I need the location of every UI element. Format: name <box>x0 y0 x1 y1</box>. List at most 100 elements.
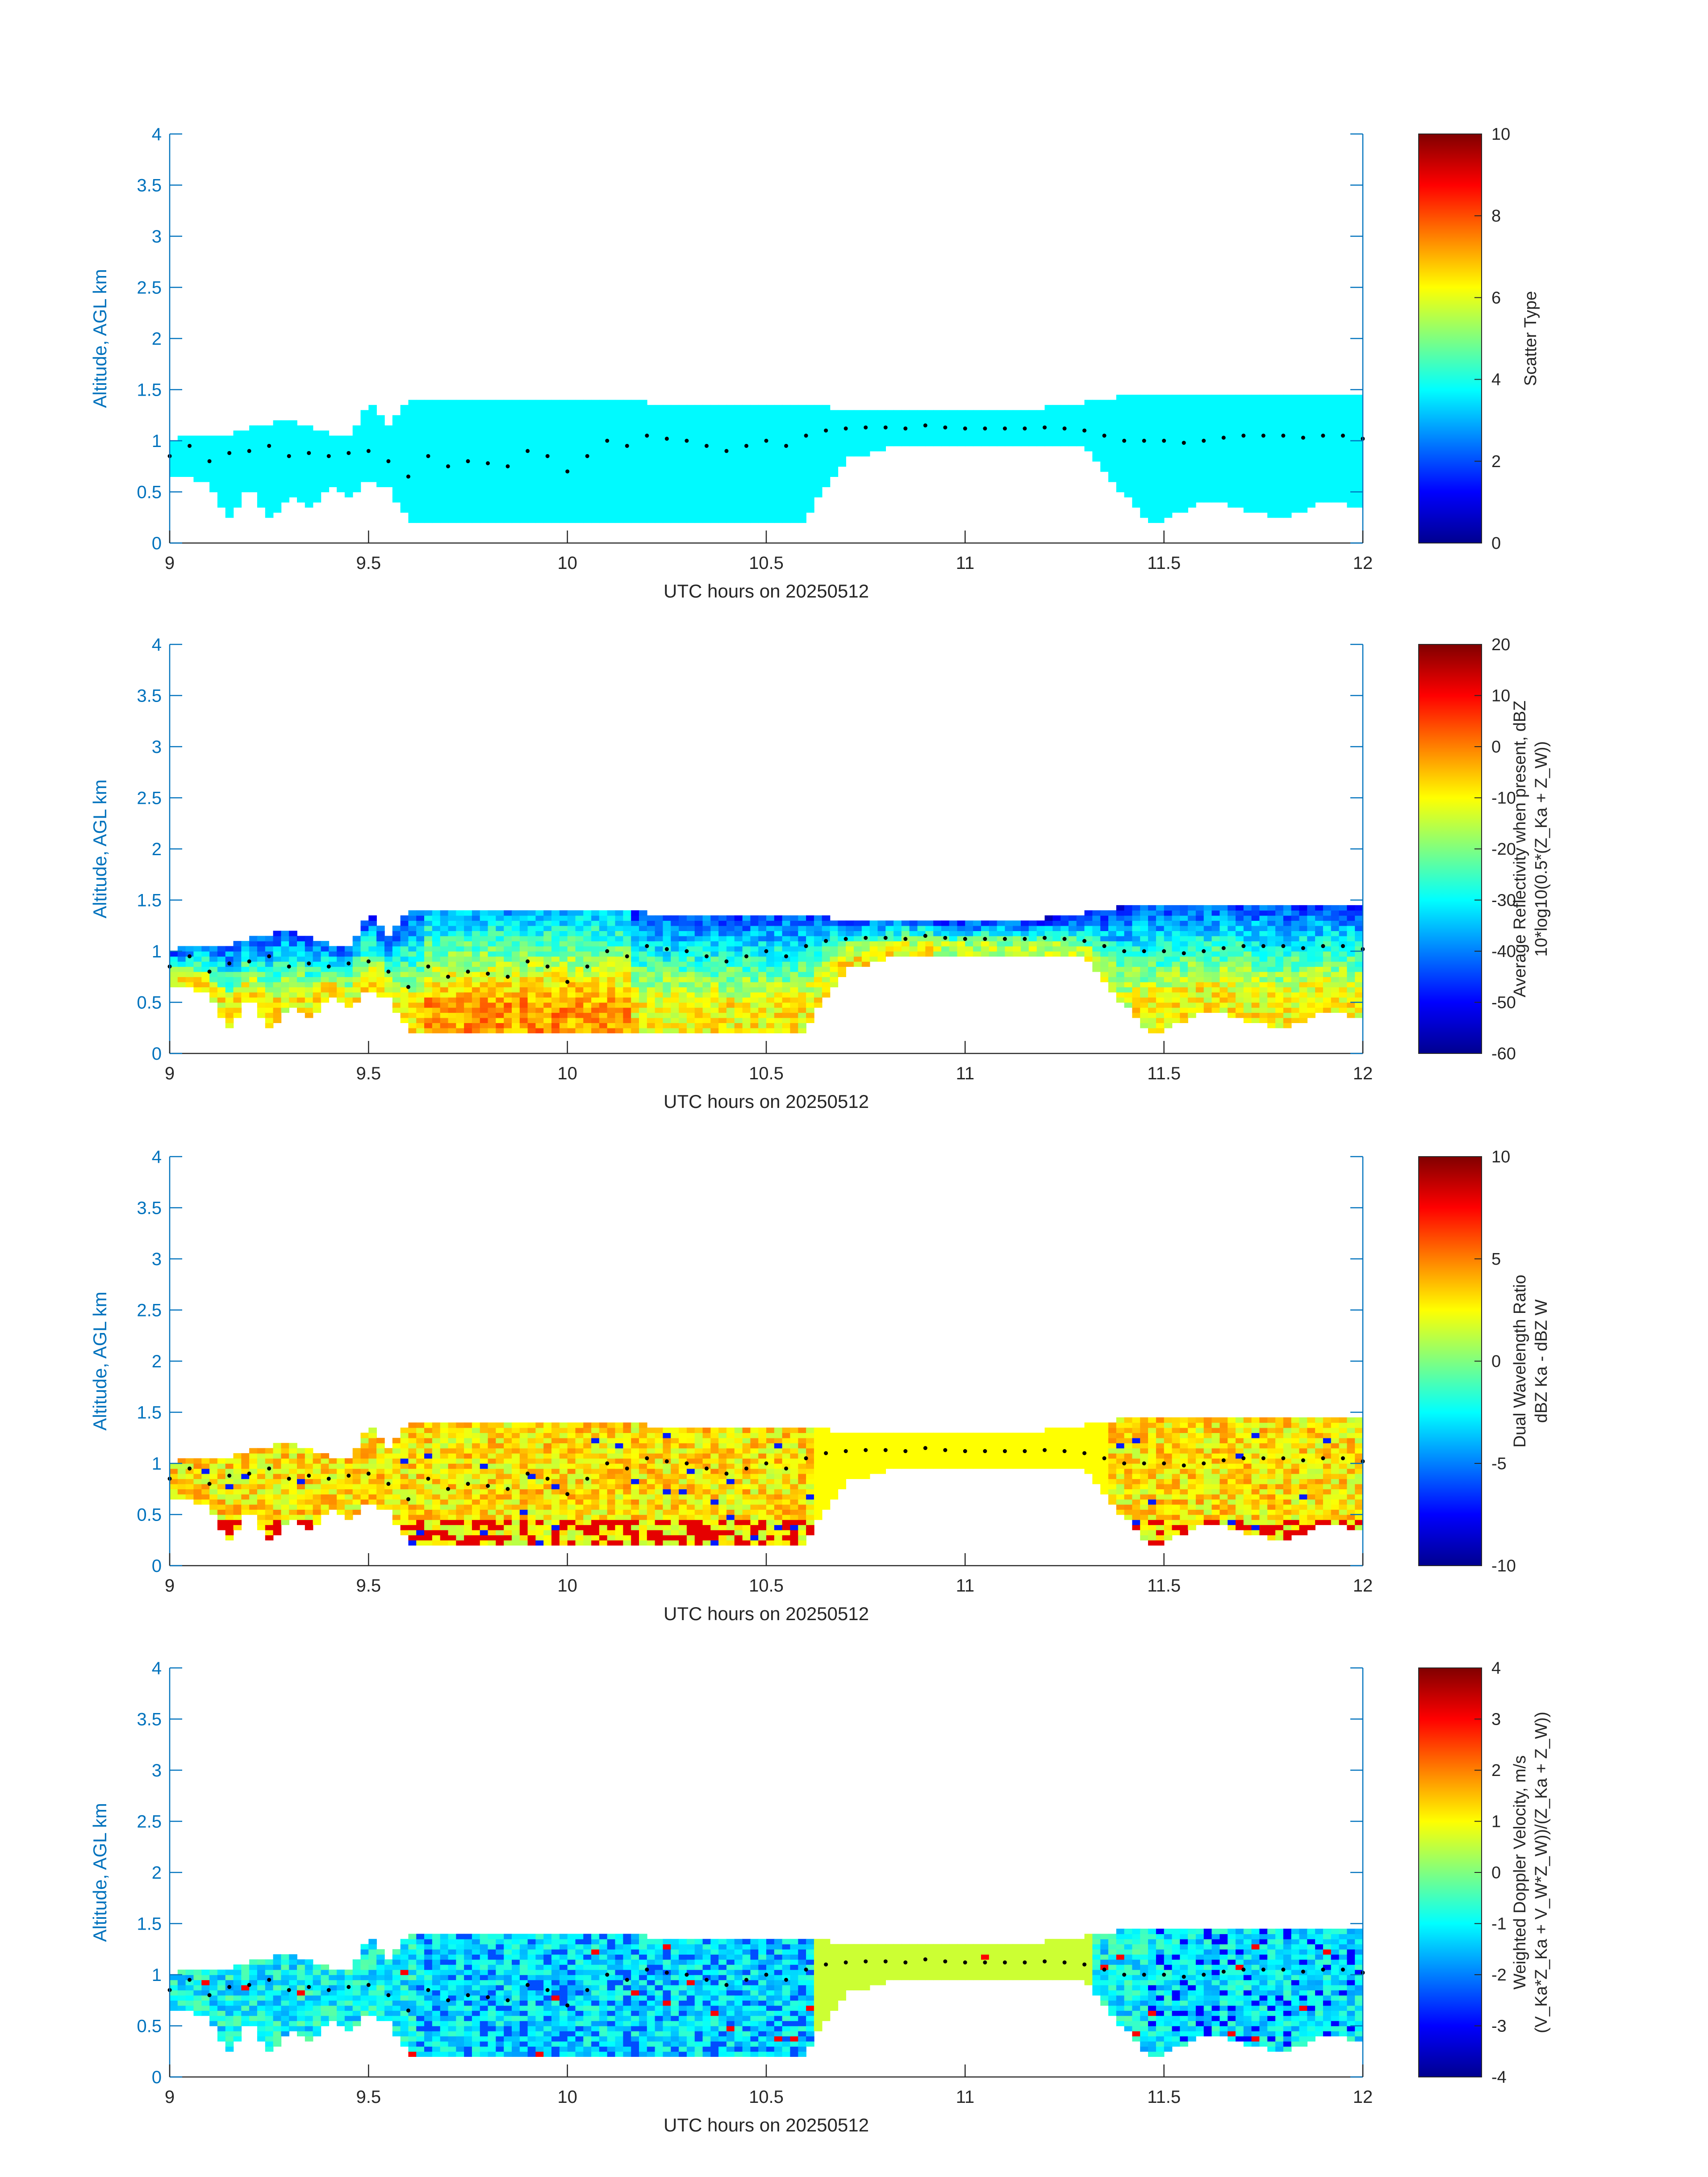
heatmap-cell <box>869 956 878 962</box>
heatmap-cell <box>456 951 464 957</box>
heatmap-cell <box>233 997 242 1003</box>
heatmap-cell <box>519 1023 528 1028</box>
heatmap-cell <box>297 461 305 467</box>
heatmap-cell <box>480 966 489 972</box>
heatmap-cell <box>1188 966 1196 972</box>
heatmap-cell <box>1116 997 1125 1003</box>
heatmap-cell <box>718 497 727 503</box>
heatmap-cell <box>1259 446 1268 451</box>
heatmap-cell <box>265 987 274 993</box>
heatmap-cell <box>352 461 361 467</box>
heatmap-cell <box>567 415 576 421</box>
heatmap-cell <box>782 1012 791 1018</box>
heatmap-cell <box>1076 420 1085 426</box>
heatmap-cell <box>289 487 297 493</box>
heatmap-cell <box>1243 461 1252 467</box>
heatmap-cell <box>424 456 433 462</box>
heatmap-cell <box>289 441 297 447</box>
heatmap-cell <box>368 961 377 967</box>
heatmap-cell <box>1267 461 1276 467</box>
heatmap-cell <box>408 435 417 441</box>
heatmap-cell <box>209 446 218 451</box>
heatmap-cell <box>830 415 839 421</box>
heatmap-cell <box>448 920 457 926</box>
heatmap-cell <box>1291 487 1300 493</box>
heatmap-cell <box>949 425 958 431</box>
heatmap-cell <box>384 961 393 967</box>
heatmap-cell <box>448 997 457 1003</box>
heatmap-cell <box>686 487 695 493</box>
heatmap-cell <box>496 931 504 936</box>
heatmap-cell <box>1180 982 1188 987</box>
heatmap-cell <box>742 946 751 952</box>
heatmap-cell <box>766 517 775 523</box>
heatmap-cell <box>1219 425 1228 431</box>
heatmap-cell <box>718 451 727 457</box>
heatmap-cell <box>400 425 409 431</box>
heatmap-cell <box>894 410 902 416</box>
heatmap-cell <box>567 517 576 523</box>
heatmap-cell <box>1156 497 1165 503</box>
heatmap-cell <box>671 461 679 467</box>
heatmap-cell <box>639 420 647 426</box>
heatmap-cell <box>384 966 393 972</box>
heatmap-cell <box>1219 1002 1228 1008</box>
heatmap-cell <box>981 941 990 947</box>
heatmap-cell <box>583 997 592 1003</box>
heatmap-cell <box>170 956 178 962</box>
heatmap-cell <box>591 481 600 487</box>
heatmap-cell <box>615 446 624 451</box>
heatmap-cell <box>337 476 345 482</box>
heatmap-cell <box>305 946 313 952</box>
heatmap-cell <box>615 987 624 993</box>
heatmap-cell <box>1140 446 1148 451</box>
heatmap-cell <box>758 920 767 926</box>
cloud-base-marker <box>486 461 490 465</box>
heatmap-cell <box>559 925 568 931</box>
heatmap-cell <box>814 405 823 411</box>
heatmap-cell <box>512 982 520 987</box>
heatmap-cell <box>543 961 552 967</box>
heatmap-cell <box>384 992 393 998</box>
heatmap-cell <box>679 497 687 503</box>
heatmap-cell <box>853 941 862 947</box>
heatmap-cell <box>265 492 274 497</box>
heatmap-cell <box>782 435 791 441</box>
heatmap-cell <box>551 415 560 421</box>
heatmap-cell <box>853 925 862 931</box>
heatmap-cell <box>1140 936 1148 941</box>
heatmap-cell <box>416 987 425 993</box>
heatmap-cell <box>1164 405 1173 411</box>
heatmap-cell <box>774 405 783 411</box>
heatmap-cell <box>718 471 727 477</box>
heatmap-cell <box>1211 931 1220 936</box>
heatmap-cell <box>1355 400 1363 405</box>
heatmap-cell <box>1323 420 1332 426</box>
heatmap-cell <box>909 936 918 941</box>
heatmap-cell <box>1267 492 1276 497</box>
heatmap-cell <box>822 466 831 472</box>
heatmap-cell <box>814 971 823 977</box>
heatmap-cell <box>488 492 497 497</box>
heatmap-cell <box>686 451 695 457</box>
heatmap-cell <box>655 476 664 482</box>
heatmap-cell <box>488 481 497 487</box>
heatmap-cell <box>1347 415 1355 421</box>
heatmap-cell <box>822 451 831 457</box>
heatmap-cell <box>217 497 226 503</box>
heatmap-cell <box>1355 456 1363 462</box>
heatmap-cell <box>814 481 823 487</box>
heatmap-cell <box>615 507 624 513</box>
heatmap-cell <box>726 1012 735 1018</box>
heatmap-cell <box>599 441 608 447</box>
heatmap-cell <box>512 925 520 931</box>
cloud-base-marker <box>247 449 251 453</box>
heatmap-cell <box>233 961 242 967</box>
heatmap-cell <box>1307 446 1315 451</box>
heatmap-cell <box>1100 971 1109 977</box>
heatmap-cell <box>1172 966 1181 972</box>
heatmap-cell <box>1195 966 1204 972</box>
heatmap-cell <box>456 997 464 1003</box>
heatmap-cell <box>1172 415 1181 421</box>
heatmap-cell <box>853 425 862 431</box>
